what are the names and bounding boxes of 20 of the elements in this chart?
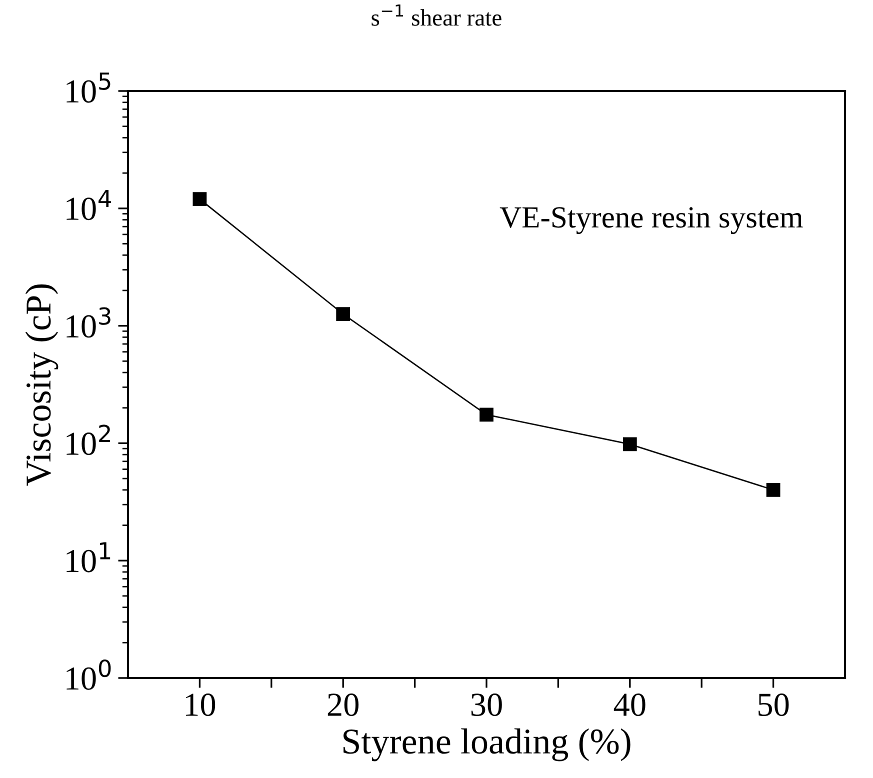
y-tick-label: 10$^{5}$ bbox=[66, 72, 110, 103]
x-tick-label: 20 bbox=[328, 694, 358, 716]
x-tick-label: 30 bbox=[471, 694, 502, 716]
y-tick-label: 10$^{4}$ bbox=[66, 190, 111, 220]
point bbox=[192, 192, 207, 206]
x-tick-label: 10 bbox=[186, 694, 216, 716]
y-axis-title: Viscosity (cP) bbox=[25, 284, 58, 486]
x-tick-label: 40 bbox=[614, 694, 646, 716]
annotation: VE-Styrene resin system bbox=[500, 207, 803, 234]
y-tick-label: 10$^{0}$ bbox=[66, 659, 111, 690]
y-tick-label: 10$^{3}$ bbox=[66, 307, 110, 338]
point bbox=[480, 408, 494, 422]
point bbox=[766, 482, 780, 497]
point bbox=[622, 437, 637, 452]
x-tick-label: 50 bbox=[758, 694, 789, 716]
y-tick-label: 10$^{1}$ bbox=[66, 542, 110, 572]
y-tick-label: 10$^{2}$ bbox=[66, 424, 110, 456]
point bbox=[336, 307, 350, 321]
x-axis-title: Styrene loading (%) bbox=[344, 728, 630, 762]
chart-title: s$^{−1}$ shear rate bbox=[372, 4, 502, 26]
